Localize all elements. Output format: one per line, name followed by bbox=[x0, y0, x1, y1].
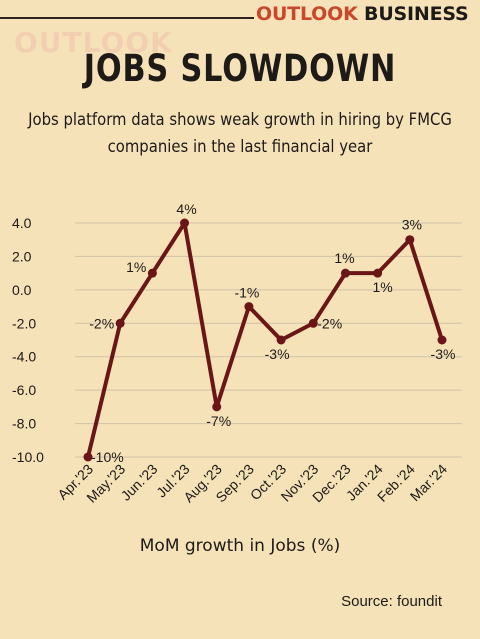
data-labels: -10% -2% 1% 4% -7% -1% -3% -2% 1% 1% 3% -3% bbox=[89, 201, 455, 465]
data-label: 4% bbox=[176, 201, 196, 217]
y-tick-label: 2.0 bbox=[12, 248, 32, 264]
data-point bbox=[244, 302, 254, 312]
data-point bbox=[340, 268, 350, 278]
data-point bbox=[115, 318, 125, 328]
chart-subtitle: Jobs platform data shows weak growth in … bbox=[28, 110, 452, 156]
data-point bbox=[308, 318, 318, 328]
data-label: 1% bbox=[126, 259, 146, 275]
data-point bbox=[212, 402, 222, 412]
series-line-layer bbox=[83, 218, 447, 462]
gridlines bbox=[75, 222, 462, 458]
data-label: -10% bbox=[91, 449, 124, 465]
watermark: OUTLOOK bbox=[14, 26, 173, 59]
y-tick-label: -10.0 bbox=[12, 449, 44, 465]
header-rule bbox=[0, 17, 254, 19]
y-tick-label: 0.0 bbox=[12, 282, 32, 298]
data-label: 1% bbox=[334, 250, 354, 266]
y-tick-label: -8.0 bbox=[12, 416, 36, 432]
data-point bbox=[83, 452, 93, 462]
data-label: -3% bbox=[265, 346, 290, 362]
y-tick-label: -6.0 bbox=[12, 382, 36, 398]
y-tick-label: 4.0 bbox=[12, 215, 32, 231]
data-label: 1% bbox=[373, 279, 393, 295]
x-tick-label: Jun.'23 bbox=[118, 461, 161, 504]
data-label: -7% bbox=[206, 413, 231, 429]
brand-logo: OUTLOOK BUSINESS bbox=[256, 3, 469, 25]
data-point bbox=[147, 268, 157, 278]
chart-title: JOBS SLOWDOWN bbox=[83, 47, 397, 90]
series-line bbox=[86, 221, 444, 459]
data-point bbox=[276, 335, 286, 345]
brand-logo-part1: OUTLOOK bbox=[256, 3, 358, 25]
x-axis-label: MoM growth in Jobs (%) bbox=[139, 536, 341, 556]
data-label: -2% bbox=[317, 315, 342, 331]
data-label: -3% bbox=[431, 346, 456, 362]
source-note: Source: foundit bbox=[341, 593, 442, 610]
data-point bbox=[437, 335, 447, 345]
data-label: 3% bbox=[402, 217, 422, 233]
y-tick-label: -4.0 bbox=[12, 349, 36, 365]
brand-logo-part2: BUSINESS bbox=[364, 3, 469, 25]
x-tick-label: Mar.'24 bbox=[407, 461, 451, 505]
data-point bbox=[180, 218, 190, 228]
y-axis-ticks: 4.0 2.0 0.0 -2.0 -4.0 -6.0 -8.0 -10.0 bbox=[12, 215, 44, 465]
y-tick-label: -2.0 bbox=[12, 315, 36, 331]
data-label: -1% bbox=[234, 285, 259, 301]
data-point bbox=[405, 235, 415, 245]
data-point bbox=[373, 268, 383, 278]
x-axis-ticks: Apr.'23May.'23Jun.'23Jul.'23Aug.'23Sep.'… bbox=[54, 461, 450, 506]
data-label: -2% bbox=[89, 315, 114, 331]
